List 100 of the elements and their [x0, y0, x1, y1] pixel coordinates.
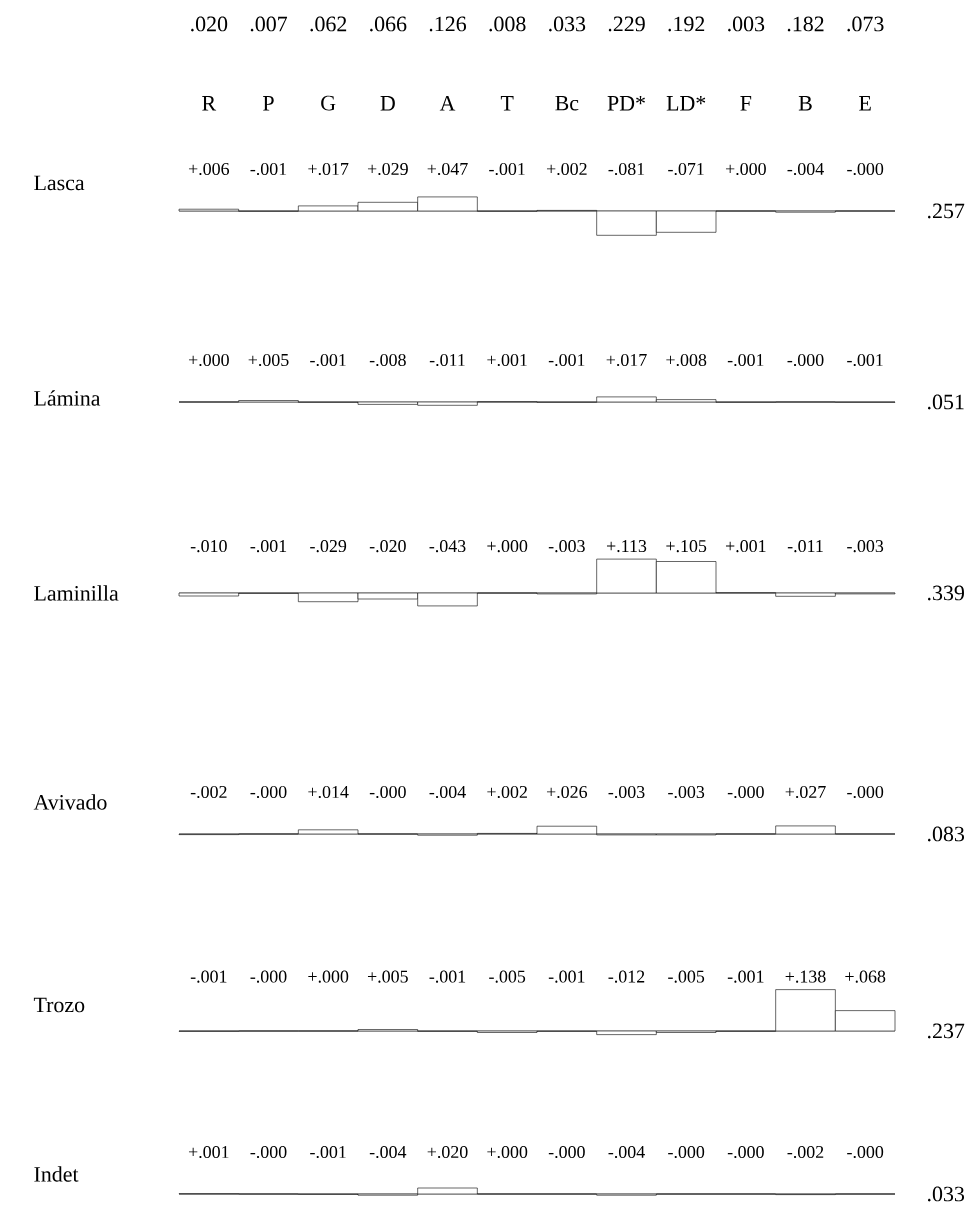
data-label: -.002 — [190, 785, 227, 799]
x-tick-label: E — [859, 96, 871, 111]
x-tick-label: LD* — [666, 96, 706, 111]
data-label: -.001 — [489, 162, 525, 176]
text: .237 — [927, 1023, 965, 1039]
data-label: -.000 — [727, 785, 764, 799]
data-label: -.008 — [369, 353, 406, 367]
text: .229 — [608, 16, 645, 32]
text: .257 — [927, 203, 965, 219]
data-label: +.000 — [487, 1145, 528, 1159]
data-label: +.000 — [725, 162, 766, 176]
text: .192 — [668, 16, 705, 32]
text: .073 — [847, 16, 884, 32]
data-label: -.001 — [727, 353, 764, 367]
text: .020 — [191, 16, 228, 32]
data-label: +.005 — [248, 353, 289, 367]
data-label: -.029 — [310, 540, 347, 553]
text: .033 — [549, 16, 586, 32]
x-tick-label: T — [500, 96, 514, 111]
data-label: -.000 — [847, 1145, 884, 1159]
data-label: +.027 — [785, 785, 826, 799]
text: .003 — [728, 16, 765, 32]
x-tick-label: F — [740, 96, 752, 111]
text: .339 — [927, 585, 964, 601]
data-label: +.014 — [308, 785, 349, 799]
data-label: -.000 — [847, 785, 884, 799]
data-label: -.004 — [429, 785, 466, 799]
data-label: +.020 — [427, 1145, 468, 1159]
x-tick-label: B — [798, 96, 812, 111]
data-label: -.001 — [429, 970, 466, 983]
data-label: -.001 — [310, 353, 346, 367]
data-label: -.003 — [608, 785, 645, 799]
data-label: -.001 — [548, 353, 585, 367]
data-label: -.000 — [847, 162, 884, 176]
data-label: +.001 — [725, 540, 766, 553]
data-label: -.081 — [608, 162, 645, 176]
data-label: -.003 — [668, 785, 705, 799]
text: .126 — [429, 16, 467, 32]
data-label: -.012 — [608, 970, 645, 983]
data-label: -.001 — [548, 970, 585, 983]
data-label: -.071 — [668, 162, 704, 176]
data-label: -.004 — [369, 1145, 407, 1159]
x-tick-label: R — [202, 96, 217, 111]
y-axis-title: Avivado — [33, 794, 107, 810]
data-label: -.004 — [608, 1145, 645, 1159]
x-tick-label: PD* — [607, 96, 645, 111]
data-label: -.005 — [489, 970, 526, 983]
data-label: -.000 — [668, 1145, 705, 1159]
data-label: -.001 — [250, 162, 287, 176]
data-label: -.005 — [668, 970, 705, 983]
data-label: -.001 — [310, 1145, 346, 1159]
data-label: -.001 — [190, 970, 227, 983]
data-label: -.000 — [727, 1145, 764, 1159]
data-label: +.105 — [666, 540, 707, 553]
data-label: -.003 — [847, 540, 884, 553]
data-label: -.002 — [787, 1145, 824, 1159]
text: .008 — [489, 16, 526, 32]
text: .007 — [250, 16, 288, 32]
data-label: -.004 — [787, 162, 824, 176]
data-label: +.113 — [606, 540, 647, 553]
data-label: -.000 — [250, 785, 287, 799]
data-label: +.047 — [427, 162, 468, 176]
x-tick-label: Bc — [555, 95, 579, 111]
data-label: +.017 — [308, 162, 349, 176]
data-label: -.000 — [548, 1145, 585, 1159]
data-label: +.000 — [188, 353, 229, 367]
y-axis-title: Laminilla — [34, 585, 119, 601]
y-axis-title: Lámina — [34, 390, 101, 406]
data-label: +.005 — [367, 970, 408, 983]
data-label: +.000 — [308, 970, 349, 983]
data-label: +.001 — [188, 1145, 229, 1159]
data-label: -.011 — [429, 353, 465, 367]
data-label: +.002 — [487, 785, 527, 799]
data-label: -.000 — [250, 970, 287, 983]
data-label: -.003 — [548, 540, 585, 553]
data-label: -.001 — [847, 353, 883, 367]
data-label: +.002 — [546, 162, 587, 176]
text: .182 — [787, 16, 824, 32]
text: .033 — [927, 1186, 965, 1202]
data-label: -.000 — [369, 785, 406, 799]
x-tick-label: P — [263, 96, 274, 111]
data-label: -.001 — [727, 970, 764, 983]
y-axis-title: Lasca — [34, 175, 85, 191]
data-label: -.000 — [787, 353, 824, 367]
data-label: +.017 — [606, 353, 647, 367]
data-label: +.000 — [487, 540, 528, 553]
data-label: +.001 — [487, 353, 527, 367]
y-axis-title: Indet — [34, 1166, 79, 1182]
data-label: +.068 — [845, 970, 886, 983]
data-label: +.008 — [666, 353, 707, 367]
text: .066 — [370, 16, 407, 32]
data-label: -.020 — [369, 540, 406, 553]
y-axis-title: Trozo — [33, 997, 85, 1013]
data-label: -.010 — [190, 540, 227, 553]
x-tick-label: D — [380, 96, 395, 111]
x-tick-label: A — [439, 96, 456, 111]
data-label: +.026 — [546, 785, 588, 799]
text: .051 — [927, 394, 964, 410]
data-label: -.000 — [250, 1145, 287, 1159]
text: .062 — [310, 16, 347, 32]
